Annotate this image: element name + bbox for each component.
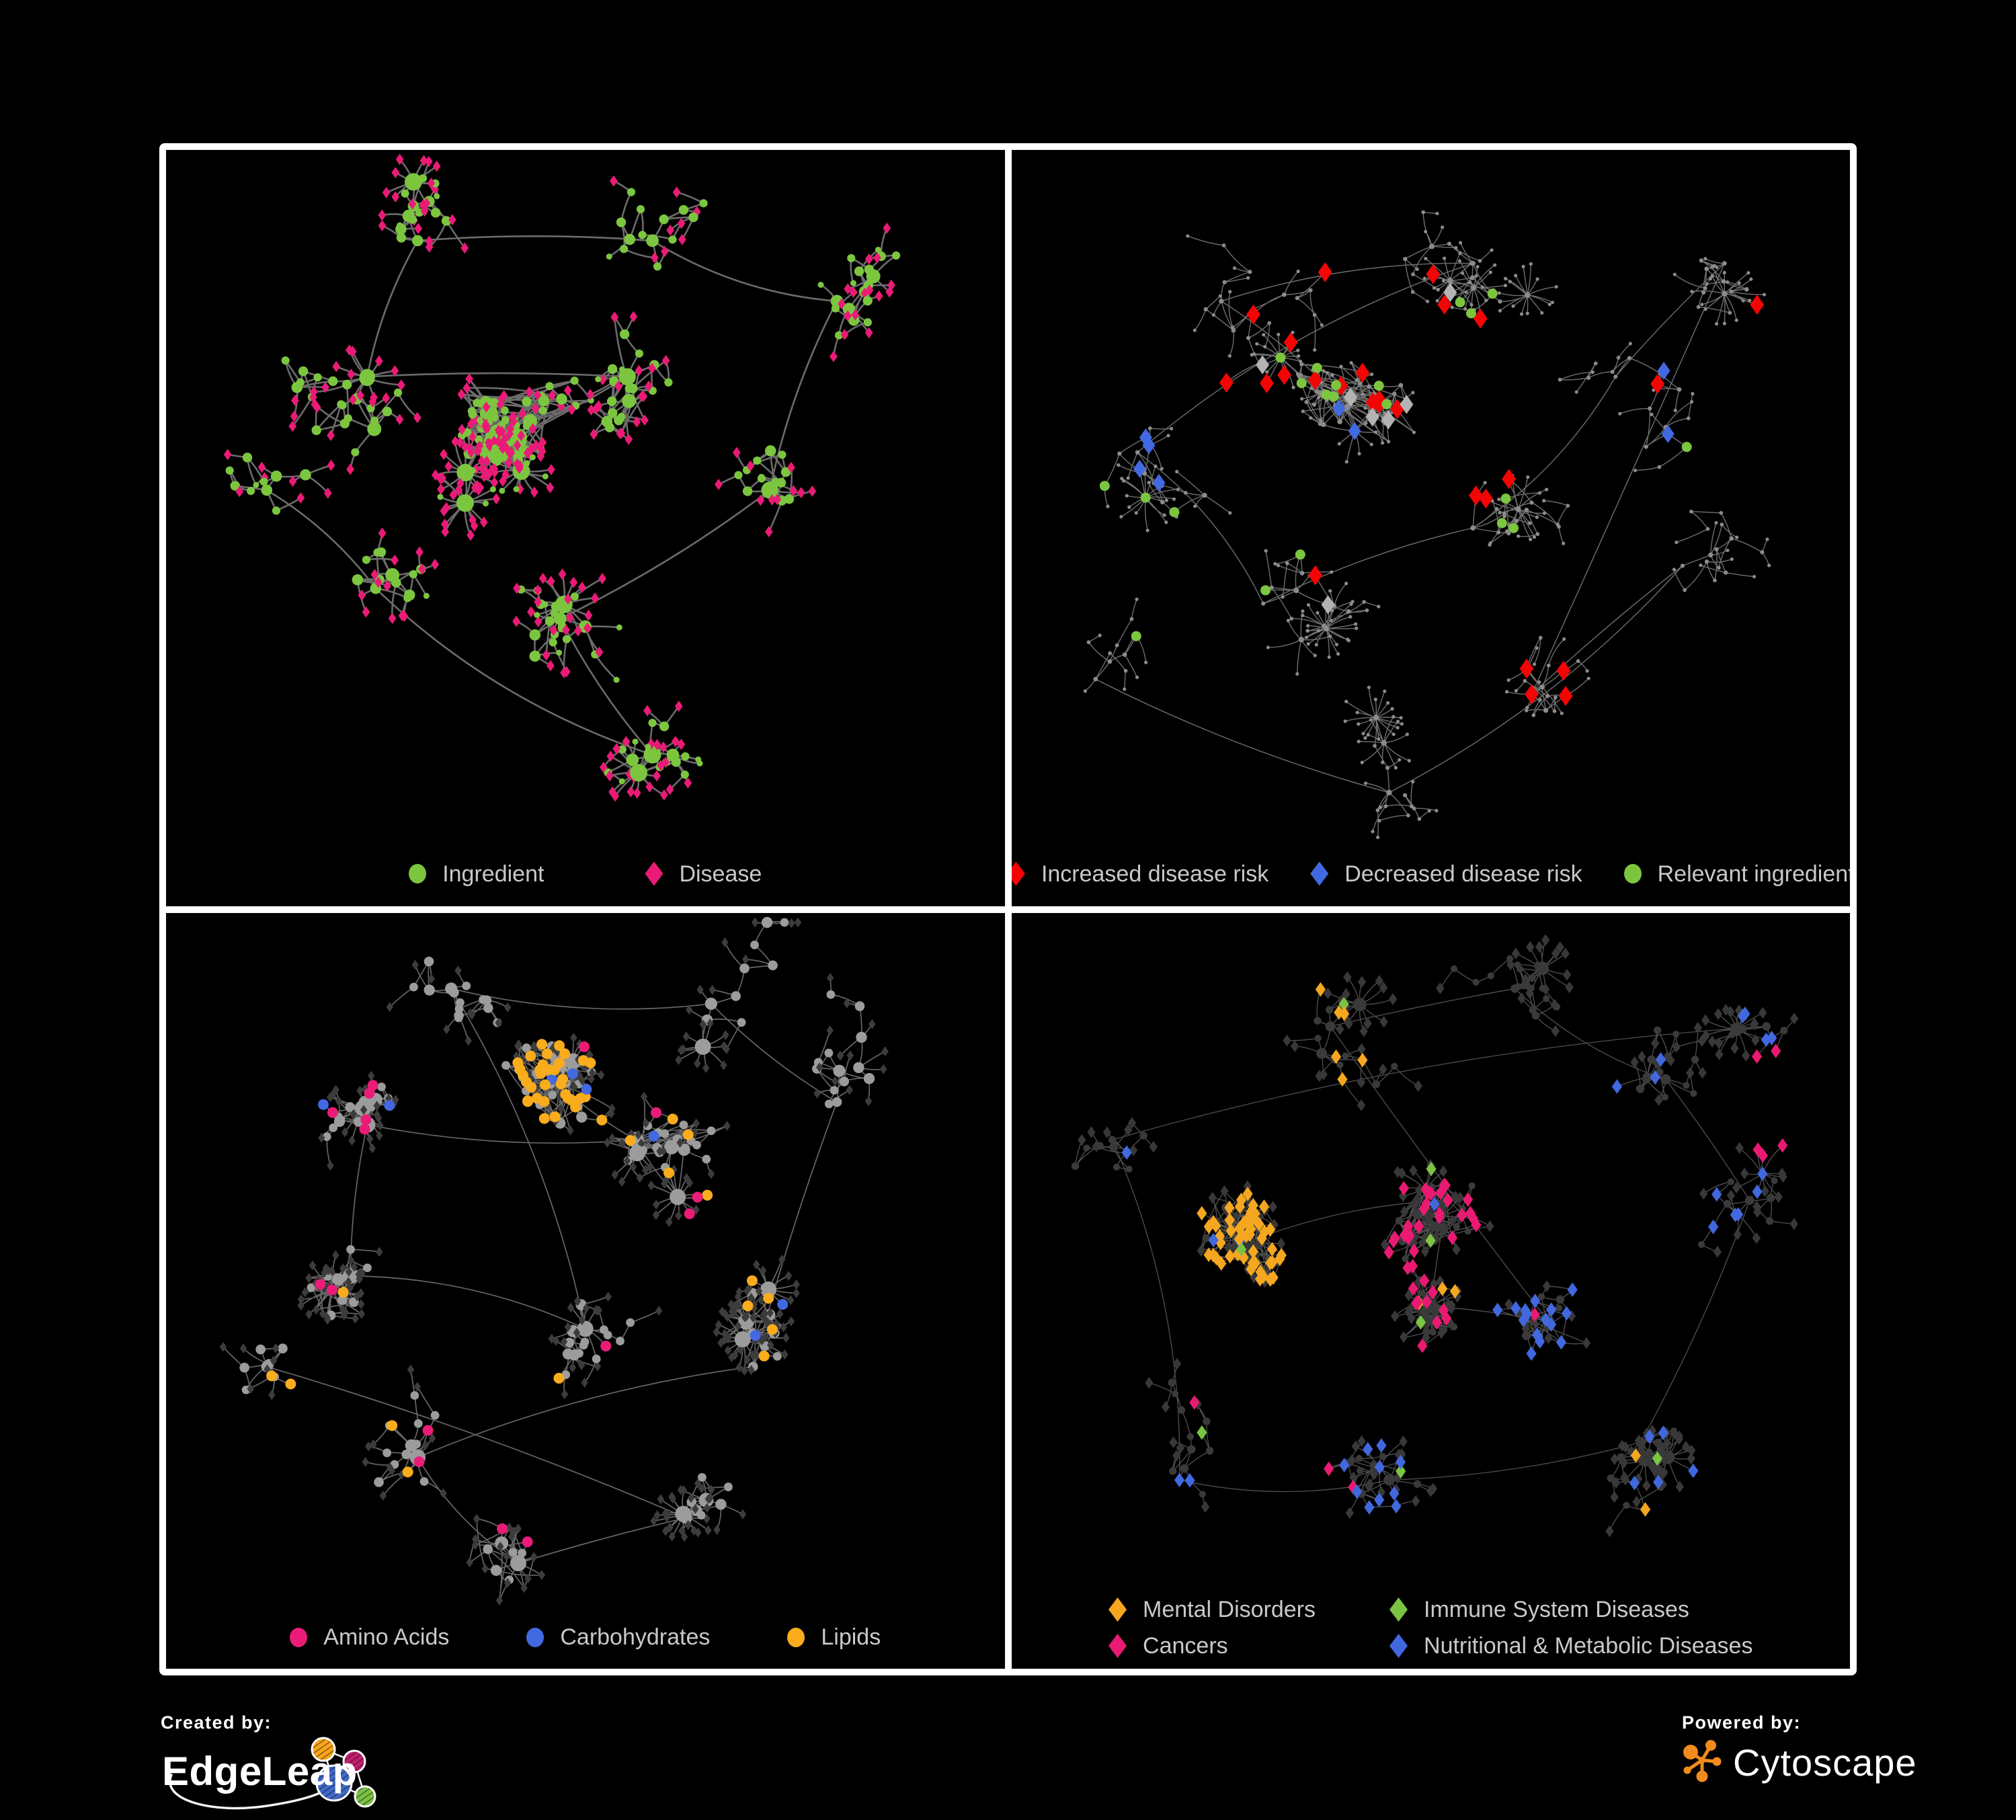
legend-item: Mental Disorders (1108, 1597, 1316, 1622)
panel-disease-classes: Mental Disorders Immune System Diseases Ca… (1011, 912, 1850, 1669)
legend: Amino Acids Carbohydrates Lipids (173, 1626, 998, 1649)
legend-label: Increased disease risk (1041, 861, 1269, 887)
legend-label: Disease (679, 861, 762, 887)
legend-label: Carbohydrates (560, 1624, 711, 1650)
legend-item: Carbohydrates (526, 1626, 710, 1649)
legend: Ingredient Disease (173, 861, 998, 887)
cytoscape-logo-text: Cytoscape (1733, 1741, 1917, 1784)
circle-marker-icon (526, 1627, 545, 1647)
disease-classes-network-graph (1071, 934, 1798, 1537)
disease-risk-network-graph (1083, 210, 1771, 840)
edgeleap-logo-icon (169, 1737, 376, 1810)
circle-marker-icon (1623, 864, 1642, 883)
circle-marker-icon (409, 864, 427, 883)
panel-ingredient-classes: Amino Acids Carbohydrates Lipids (166, 912, 1005, 1669)
diamond-marker-icon (1108, 1597, 1127, 1622)
legend-item: Lipids (787, 1626, 881, 1649)
panel-grid: Ingredient Disease Increased disease risk… (159, 143, 1857, 1675)
legend-label: Lipids (821, 1624, 881, 1650)
legend-label: Ingredient (442, 861, 545, 887)
legend-item: Nutritional & Metabolic Diseases (1389, 1634, 1752, 1658)
legend-label: Decreased disease risk (1344, 861, 1582, 887)
legend: Mental Disorders Immune System Diseases Ca… (1018, 1597, 1844, 1658)
edgeleap-logo: EdgeLeap (161, 1733, 403, 1817)
legend-item: Immune System Diseases (1389, 1597, 1752, 1622)
legend-label: Cancers (1143, 1633, 1228, 1659)
legend-label: Amino Acids (323, 1624, 450, 1650)
diamond-marker-icon (1108, 1634, 1127, 1658)
legend-item: Ingredient (409, 863, 544, 885)
legend-item: Cancers (1108, 1634, 1316, 1658)
diamond-marker-icon (1310, 861, 1329, 886)
circle-marker-icon (787, 1627, 805, 1647)
ingredient-disease-network-graph (223, 153, 901, 802)
legend-item: Amino Acids (290, 1626, 449, 1649)
legend-label: Nutritional & Metabolic Diseases (1424, 1633, 1753, 1659)
ingredient-classes-network-graph (219, 916, 889, 1606)
created-by-label: Created by: (161, 1712, 272, 1733)
created-by-block: Created by: EdgeLeap (161, 1712, 403, 1817)
panel-ingredient-disease: Ingredient Disease (166, 150, 1005, 906)
circle-marker-icon (290, 1627, 308, 1647)
powered-by-block: Powered by: Cytoscape (1682, 1712, 1917, 1786)
legend-label: Relevant ingredient (1657, 861, 1850, 887)
panel-disease-risk: Increased disease risk Decreased disease … (1011, 150, 1850, 906)
diamond-marker-icon (1011, 861, 1025, 886)
diamond-marker-icon (1389, 1634, 1408, 1658)
legend-label: Mental Disorders (1143, 1597, 1316, 1622)
legend-label: Immune System Diseases (1424, 1597, 1689, 1622)
legend-item: Decreased disease risk (1310, 861, 1582, 887)
diamond-marker-icon (645, 861, 663, 886)
cytoscape-logo-icon (1683, 1740, 1722, 1782)
powered-by-label: Powered by: (1682, 1712, 1802, 1733)
diamond-marker-icon (1389, 1597, 1408, 1622)
legend-item: Disease (645, 861, 762, 887)
legend-item: Relevant ingredient (1623, 861, 1850, 887)
legend: Increased disease risk Decreased disease … (1011, 861, 1850, 887)
legend-item: Increased disease risk (1011, 861, 1269, 887)
edgeleap-logo-text: EdgeLeap (162, 1749, 358, 1794)
